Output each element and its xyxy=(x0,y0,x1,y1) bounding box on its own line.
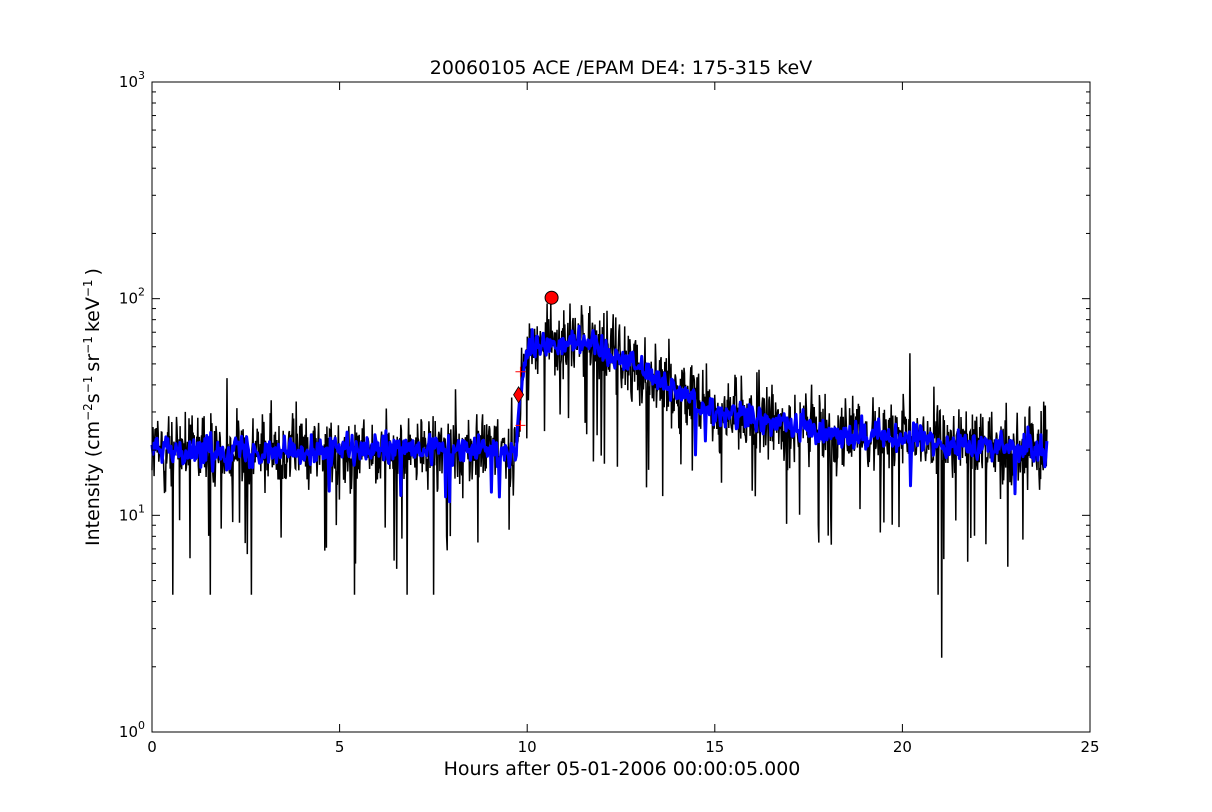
y-tick-label-base: 10 xyxy=(119,506,138,524)
axes-frame xyxy=(151,81,1091,733)
x-tick-label: 5 xyxy=(335,738,345,756)
y-axis-label-exp4: −1 xyxy=(81,279,95,297)
y-axis-label-prefix: Intensity (cm xyxy=(82,421,104,546)
plot-area xyxy=(150,290,1049,658)
y-tick-label: 102 xyxy=(119,286,145,308)
y-axis-label: Intensity (cm−2s−1sr−1keV−1) xyxy=(81,268,104,546)
series-line-smoothed xyxy=(150,324,1049,504)
x-axis-label: Hours after 05-01-2006 00:00:05.000 xyxy=(444,758,801,780)
y-axis-label-suffix: ) xyxy=(82,268,104,275)
onset-marker xyxy=(513,386,525,404)
peak-marker xyxy=(544,290,559,305)
error-marker xyxy=(515,420,526,431)
error-marker xyxy=(515,366,526,377)
x-tick-label: 15 xyxy=(705,738,724,756)
x-tick-label: 25 xyxy=(1080,738,1099,756)
x-tick-label: 10 xyxy=(518,738,537,756)
y-tick-label-exp: 2 xyxy=(138,286,145,299)
chart-title: 20060105 ACE /EPAM DE4: 175-315 keV xyxy=(430,57,812,79)
x-tick-label: 20 xyxy=(893,738,912,756)
y-tick-label-base: 10 xyxy=(119,73,138,91)
y-tick-label: 101 xyxy=(119,502,145,524)
y-tick-label-exp: 0 xyxy=(138,719,145,732)
y-axis-label-kev: keV xyxy=(82,297,104,332)
y-tick-label-exp: 3 xyxy=(138,69,145,82)
y-axis-label-sr: sr xyxy=(82,354,104,372)
y-tick-label-base: 10 xyxy=(119,290,138,308)
y-axis-label-s: s xyxy=(82,393,104,403)
x-tick-label: 0 xyxy=(147,738,157,756)
y-axis-label-exp1: −2 xyxy=(81,403,95,421)
x-axis: 0 5 10 15 20 25 xyxy=(147,82,1100,756)
y-tick-label: 100 xyxy=(119,719,145,741)
y-axis-label-exp3: −1 xyxy=(81,336,95,354)
y-axis-label-exp2: −1 xyxy=(81,376,95,394)
y-tick-label-exp: 1 xyxy=(138,502,145,515)
y-tick-label-base: 10 xyxy=(119,723,138,741)
y-tick-label: 103 xyxy=(119,69,145,91)
